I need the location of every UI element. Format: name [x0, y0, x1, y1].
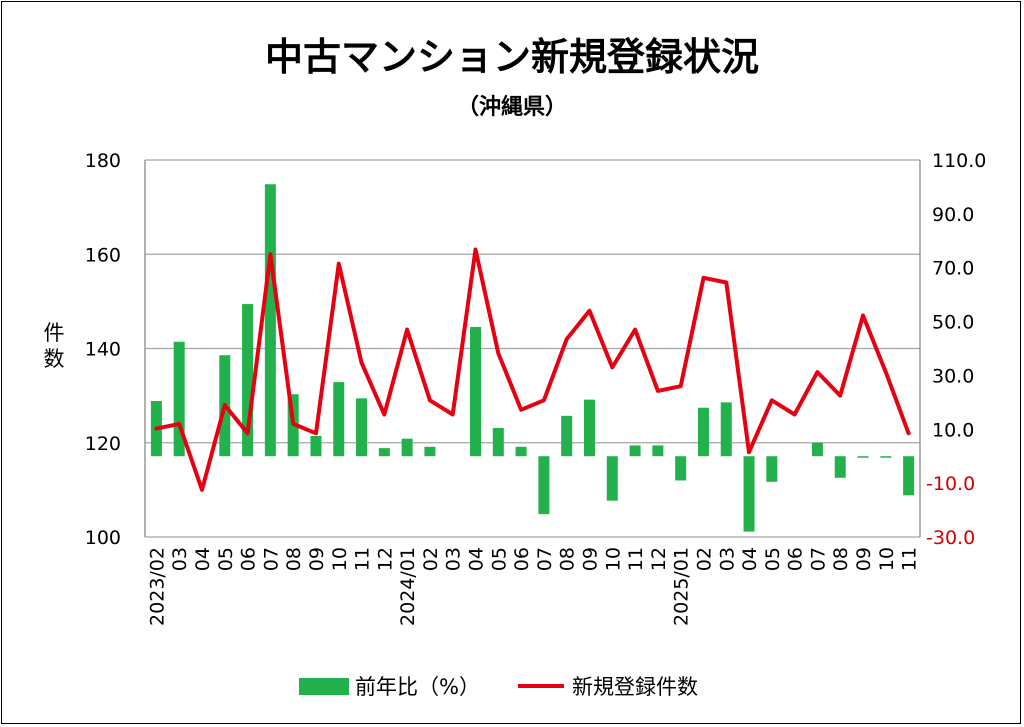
bar [903, 456, 915, 496]
right-tick-label: 110.0 [932, 150, 986, 172]
left-tick-label: 120 [85, 433, 121, 455]
left-axis-ticks: 180 160 140 120 100 [85, 150, 121, 549]
bar [310, 436, 322, 457]
bar [333, 382, 345, 457]
bar [675, 456, 687, 481]
right-tick-label-negative: -30.0 [926, 527, 975, 549]
x-tick-label: 06 [785, 547, 807, 571]
gridlines [145, 159, 920, 538]
right-tick-label: 50.0 [932, 312, 974, 334]
x-tick-label: 09 [306, 547, 328, 571]
x-tick-label: 08 [557, 547, 579, 571]
x-tick-label: 10 [876, 547, 898, 571]
bar [629, 445, 641, 457]
bar [173, 341, 185, 457]
x-axis-ticks: 2023/02 03 04 05 06 07 08 09 10 11 12 2024/01 02 03 04… [146, 547, 920, 626]
bar [492, 427, 504, 457]
x-tick-label: 08 [830, 547, 852, 571]
bar [242, 304, 254, 457]
x-tick-label: 11 [899, 547, 921, 571]
bar [697, 407, 709, 457]
right-tick-label-negative: -10.0 [926, 473, 975, 495]
x-tick-label: 03 [716, 547, 738, 571]
x-tick-label: 05 [762, 547, 784, 571]
x-tick-label: 2023/02 [146, 547, 168, 626]
x-tick-label: 2024/01 [397, 547, 419, 626]
x-tick-label: 02 [693, 547, 715, 571]
bar [811, 442, 823, 457]
bar [743, 456, 755, 532]
line-series [154, 247, 911, 492]
left-axis-label-char: 数 [44, 347, 65, 371]
bar [720, 402, 732, 457]
bar [834, 456, 846, 478]
bar [766, 456, 778, 482]
right-tick-label: 30.0 [932, 365, 974, 387]
x-tick-label: 06 [511, 547, 533, 571]
x-tick-label: 09 [853, 547, 875, 571]
bar [880, 456, 892, 458]
x-tick-label: 05 [215, 547, 237, 571]
left-tick-label: 100 [85, 527, 121, 549]
bar [583, 399, 595, 457]
chart-title: 中古マンション新規登録状況 [265, 35, 759, 79]
x-tick-label: 04 [739, 547, 761, 571]
right-tick-label: 10.0 [932, 419, 974, 441]
x-tick-label: 04 [466, 547, 488, 571]
bar [264, 184, 276, 457]
x-tick-label: 2025/01 [671, 547, 693, 626]
bar [470, 326, 482, 457]
chart-subtitle: （沖縄県） [457, 95, 567, 120]
x-tick-label: 10 [602, 547, 624, 571]
x-tick-label: 11 [352, 547, 374, 571]
x-tick-label: 07 [807, 547, 829, 571]
right-axis-ticks: 110.0 90.0 70.0 50.0 30.0 10.0 -10.0 -30.0 [926, 150, 986, 549]
left-tick-label: 180 [85, 150, 121, 172]
right-tick-label: 90.0 [932, 204, 974, 226]
x-tick-label: 09 [579, 547, 601, 571]
x-tick-label: 06 [238, 547, 260, 571]
bar [424, 446, 436, 457]
bar [857, 456, 869, 458]
legend-line-label: 新規登録件数 [572, 675, 698, 699]
axes [144, 160, 921, 537]
left-tick-label: 160 [85, 244, 121, 266]
x-tick-label: 03 [169, 547, 191, 571]
x-tick-label: 12 [374, 547, 396, 571]
legend-bar-swatch [299, 678, 349, 695]
legend: 前年比（%） 新規登録件数 [299, 675, 698, 699]
x-tick-label: 03 [443, 547, 465, 571]
x-tick-label: 07 [534, 547, 556, 571]
x-tick-label: 05 [488, 547, 510, 571]
x-tick-label: 11 [625, 547, 647, 571]
bar-series [150, 184, 915, 532]
bar [606, 456, 618, 501]
x-tick-label: 04 [192, 547, 214, 571]
legend-bar-label: 前年比（%） [355, 675, 480, 699]
bar [538, 456, 550, 515]
right-tick-label: 70.0 [932, 258, 974, 280]
x-tick-label: 07 [260, 547, 282, 571]
bar [515, 446, 527, 457]
bar [652, 445, 664, 457]
left-axis-label: 件数 [44, 321, 65, 371]
left-tick-label: 140 [85, 339, 121, 361]
bar [401, 438, 413, 457]
x-tick-label: 10 [329, 547, 351, 571]
x-tick-label: 08 [283, 547, 305, 571]
bar [561, 415, 573, 457]
x-tick-label: 02 [420, 547, 442, 571]
x-tick-label: 12 [648, 547, 670, 571]
left-axis-label-char: 件 [44, 321, 65, 345]
bar [356, 398, 368, 457]
line-path [154, 247, 911, 492]
bar [378, 448, 390, 457]
